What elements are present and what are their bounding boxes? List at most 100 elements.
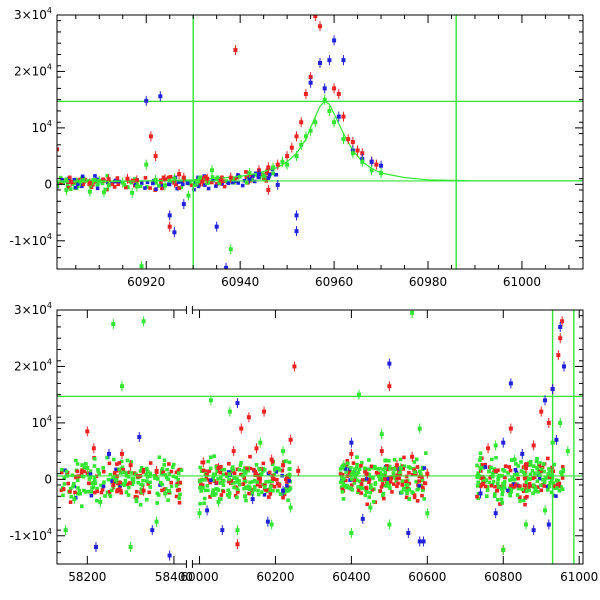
bottom-cluster-point xyxy=(216,477,220,481)
bottom-cluster-point xyxy=(560,472,564,477)
bottom-cluster-point xyxy=(198,501,202,506)
bottom-cluster-point xyxy=(75,462,80,466)
bottom-point-red xyxy=(560,319,565,324)
bottom-cluster-point xyxy=(125,482,130,486)
bottom-cluster-point xyxy=(389,476,394,480)
bottom-cluster-point xyxy=(492,492,497,496)
bottom-cluster-point xyxy=(369,464,374,469)
bottom-cluster-point xyxy=(169,469,174,474)
bottom-cluster-point xyxy=(513,483,518,488)
bottom-cluster-point xyxy=(136,480,140,485)
bottom-cluster-point xyxy=(230,480,235,485)
top-point-blue xyxy=(247,176,252,181)
bottom-cluster-point xyxy=(525,483,530,487)
top-point-green xyxy=(78,179,83,184)
top-cluster-point xyxy=(193,183,197,187)
top-cluster-point xyxy=(93,174,97,178)
top-point-green xyxy=(130,190,135,195)
bottom-cluster-point xyxy=(402,455,406,460)
bottom-cluster-point xyxy=(365,502,370,507)
bottom-cluster-point xyxy=(478,458,482,463)
bottom-cluster-point xyxy=(138,469,143,473)
bottom-cluster-point xyxy=(266,479,271,484)
bottom-cluster-point xyxy=(342,476,346,481)
top-point-red xyxy=(308,75,313,80)
bottom-x-tick-label: 60800 xyxy=(484,570,522,584)
bottom-cluster-point xyxy=(549,476,554,480)
bottom-cluster-point xyxy=(561,467,566,472)
bottom-point-green xyxy=(141,319,146,324)
bottom-cluster-point xyxy=(282,459,286,464)
bottom-cluster-point xyxy=(247,491,251,496)
bottom-cluster-point xyxy=(506,471,510,475)
bottom-cluster-point xyxy=(485,488,490,492)
bottom-cluster-point xyxy=(341,497,346,501)
top-y-tick-label-exponent: 4 xyxy=(47,62,52,71)
bottom-cluster-point xyxy=(64,469,69,474)
bottom-cluster-point xyxy=(355,462,359,467)
bottom-cluster-point xyxy=(420,478,425,483)
top-point-blue xyxy=(318,60,322,65)
bottom-cluster-point xyxy=(410,472,415,477)
bottom-cluster-point xyxy=(536,471,541,475)
bottom-cluster-point xyxy=(412,495,417,500)
bottom-cluster-point xyxy=(476,471,480,475)
bottom-cluster-point xyxy=(115,489,119,494)
bottom-point-blue xyxy=(360,516,365,521)
bottom-cluster-point xyxy=(391,482,396,486)
bottom-cluster-point xyxy=(514,462,518,466)
bottom-cluster-point xyxy=(178,492,182,497)
bottom-cluster-point xyxy=(207,469,211,473)
bottom-cluster-point xyxy=(377,477,382,482)
bottom-cluster-point xyxy=(258,484,263,488)
bottom-cluster-point xyxy=(382,483,387,488)
bottom-cluster-point xyxy=(215,468,220,473)
bottom-cluster-point xyxy=(231,468,235,473)
bottom-cluster-point xyxy=(235,487,240,491)
bottom-point-green xyxy=(543,508,548,513)
bottom-cluster-point xyxy=(144,479,149,483)
top-cluster-point xyxy=(185,181,190,185)
bottom-point-red xyxy=(111,482,116,487)
bottom-cluster-point xyxy=(218,481,223,485)
bottom-point-green xyxy=(550,440,555,445)
top-cluster-point xyxy=(222,184,227,189)
bottom-point-red xyxy=(349,451,354,456)
top-cluster-point xyxy=(110,180,114,185)
bottom-cluster-point xyxy=(378,489,383,493)
bottom-point-green xyxy=(349,530,354,535)
bottom-cluster-point xyxy=(285,480,289,484)
bottom-cluster-point xyxy=(383,466,387,471)
top-point-green xyxy=(327,108,332,113)
top-point-red xyxy=(181,175,186,180)
bottom-cluster-point xyxy=(407,497,412,501)
bottom-cluster-point xyxy=(346,461,350,466)
bottom-cluster-point xyxy=(378,466,382,471)
bottom-cluster-point xyxy=(383,477,387,481)
bottom-cluster-point xyxy=(502,483,507,487)
top-point-blue xyxy=(172,230,177,235)
bottom-point-red xyxy=(254,446,259,451)
bottom-cluster-point xyxy=(557,488,562,493)
bottom-point-green xyxy=(493,443,498,448)
bottom-cluster-point xyxy=(415,465,420,469)
bottom-cluster-point xyxy=(524,480,529,484)
bottom-point-blue xyxy=(478,491,483,496)
bottom-point-green xyxy=(565,449,570,454)
bottom-cluster-point xyxy=(141,467,146,472)
bottom-cluster-point xyxy=(543,476,548,481)
bottom-cluster-point xyxy=(495,488,500,493)
top-cluster-point xyxy=(214,184,218,188)
bottom-cluster-point xyxy=(176,471,181,475)
bottom-cluster-point xyxy=(422,481,427,485)
bottom-cluster-point xyxy=(285,483,289,488)
bottom-cluster-point xyxy=(198,478,203,483)
bottom-point-blue xyxy=(235,401,240,406)
bottom-cluster-point xyxy=(237,479,241,483)
bottom-cluster-point xyxy=(479,463,484,467)
bottom-cluster-point xyxy=(138,503,143,507)
bottom-cluster-point xyxy=(102,480,106,484)
top-cluster-point xyxy=(81,182,86,187)
bottom-cluster-point xyxy=(547,467,551,471)
bottom-cluster-point xyxy=(268,492,273,496)
